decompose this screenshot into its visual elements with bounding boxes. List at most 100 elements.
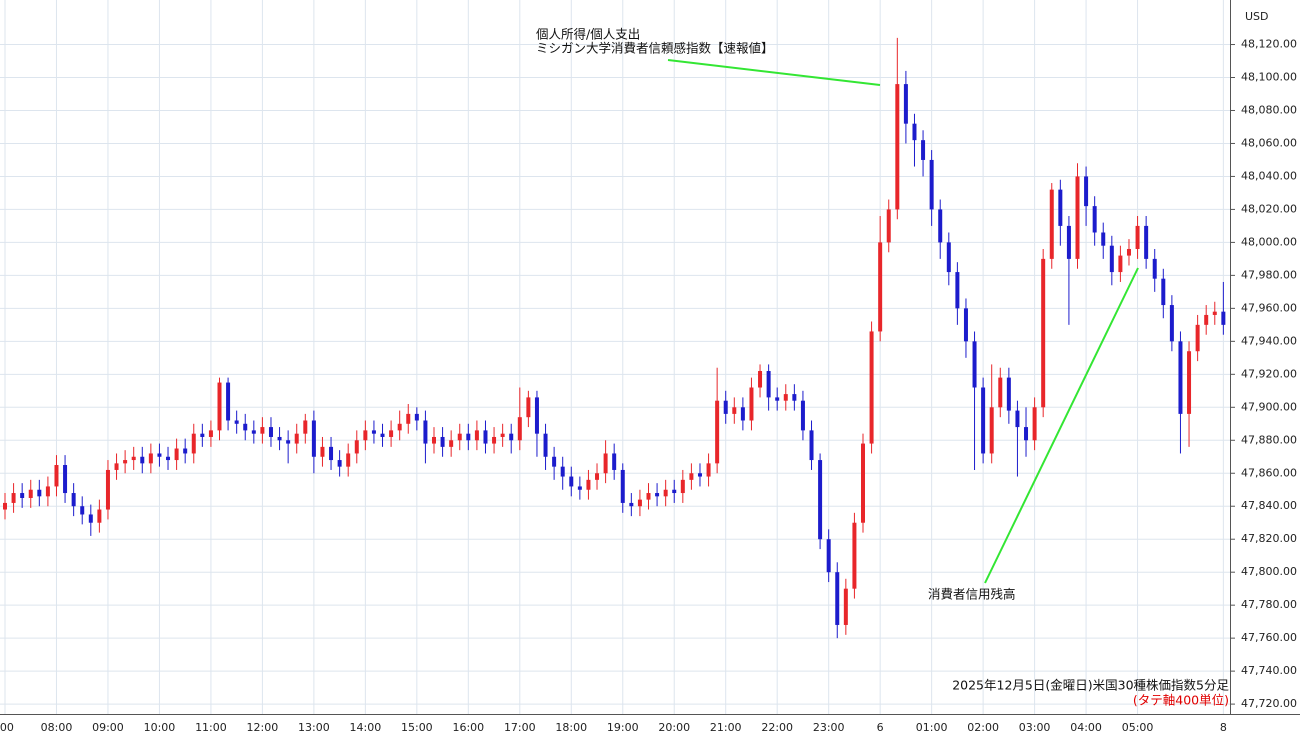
candle-body [157, 453, 162, 457]
candle-body [595, 473, 600, 480]
candle-body [955, 272, 960, 309]
x-tick-label: 6 [877, 721, 884, 734]
candle-body [1195, 324, 1200, 352]
candle-body [500, 433, 505, 437]
candle-body [286, 440, 291, 444]
candle-body [1024, 427, 1029, 441]
candle-body [534, 397, 539, 434]
candle-body [1144, 225, 1149, 259]
candle-body [294, 433, 299, 444]
x-tick-label: 22:00 [761, 721, 793, 734]
candle-body [208, 430, 213, 437]
candle-body [11, 493, 16, 503]
candle-body [1204, 314, 1209, 325]
y-tick-label: 47,820.00 [1241, 532, 1297, 545]
candle-body [1212, 311, 1217, 315]
candle-body [114, 463, 119, 470]
candle-body [749, 387, 754, 421]
x-tick-label: 05:00 [1122, 721, 1154, 734]
candle-body [140, 456, 145, 464]
grid [0, 0, 1230, 714]
candle-body [414, 413, 419, 421]
x-tick-label: 23:00 [813, 721, 845, 734]
candle-body [268, 427, 273, 437]
candle-body [663, 489, 668, 497]
candle-body [903, 84, 908, 124]
x-tick-label: :00 [0, 721, 14, 734]
y-tick-label: 48,000.00 [1241, 235, 1297, 248]
y-tick-label: 47,860.00 [1241, 466, 1297, 479]
candle-body [826, 539, 831, 573]
caption: 2025年12月5日(金曜日)米国30種株価指数5分足 [952, 678, 1229, 693]
candle-body [792, 394, 797, 401]
candle-body [1187, 351, 1192, 414]
candle-body [603, 453, 608, 474]
candle-body [80, 506, 85, 515]
candle-body [466, 433, 471, 441]
candle-body [740, 407, 745, 421]
y-tick-label: 48,100.00 [1241, 71, 1297, 84]
candle-body [912, 123, 917, 141]
candle-body [337, 460, 342, 467]
candle-body [509, 433, 514, 441]
candle-body [492, 436, 497, 444]
annotation: 消費者信用残高 [928, 587, 1016, 602]
candle-body [329, 446, 334, 461]
candle-body [311, 420, 316, 457]
y-tick-label: 47,720.00 [1241, 697, 1297, 710]
x-tick-label: 08:00 [41, 721, 73, 734]
y-tick-label: 47,840.00 [1241, 499, 1297, 512]
y-tick-label: 47,780.00 [1241, 598, 1297, 611]
annotation-line [984, 267, 1139, 584]
candle-body [629, 502, 634, 507]
candle-body [303, 420, 308, 434]
candle-body [938, 209, 943, 243]
candle-body [217, 382, 222, 431]
x-tick-label: 21:00 [710, 721, 742, 734]
candle-body [277, 436, 282, 441]
x-tick-label: 18:00 [555, 721, 587, 734]
candle-body [20, 493, 25, 498]
candle-body [560, 466, 565, 477]
candle-body [723, 400, 728, 414]
candle-body [655, 493, 660, 497]
candle-body [1041, 258, 1046, 408]
candle-body [457, 433, 462, 441]
x-tick-label: 03:00 [1019, 721, 1051, 734]
candle-body [346, 453, 351, 467]
candle-body [1066, 225, 1071, 259]
candle-body [1084, 176, 1089, 207]
y-tick-label: 47,880.00 [1241, 433, 1297, 446]
y-tick-label: 47,940.00 [1241, 334, 1297, 347]
candle-body [646, 493, 651, 500]
candle-body [363, 430, 368, 441]
candle-body [200, 433, 205, 437]
candle-body [191, 433, 196, 454]
candle-body [3, 502, 7, 510]
candle-body [432, 436, 436, 444]
candle-body [123, 460, 128, 464]
annotation: 個人所得/個人支出 [536, 27, 640, 42]
x-tick-label: 12:00 [247, 721, 279, 734]
y-tick-label: 47,740.00 [1241, 664, 1297, 677]
x-tick-label: 13:00 [298, 721, 330, 734]
candle-body [71, 493, 76, 507]
candle-body [389, 430, 394, 437]
candle-body [552, 456, 557, 467]
candle-body [843, 588, 848, 625]
currency-label: USD [1245, 10, 1269, 23]
candle-body [1161, 278, 1166, 306]
candle-body [45, 486, 50, 497]
candle-body [1126, 248, 1131, 256]
candle-body [680, 479, 685, 494]
candle-body [483, 430, 488, 444]
candle-body [886, 209, 891, 243]
y-tick-label: 47,760.00 [1241, 631, 1297, 644]
y-tick-label: 47,960.00 [1241, 301, 1297, 314]
candle-body [1152, 258, 1157, 279]
candle-body [1109, 245, 1114, 273]
x-tick-label: 09:00 [92, 721, 124, 734]
candle-body [526, 397, 531, 418]
